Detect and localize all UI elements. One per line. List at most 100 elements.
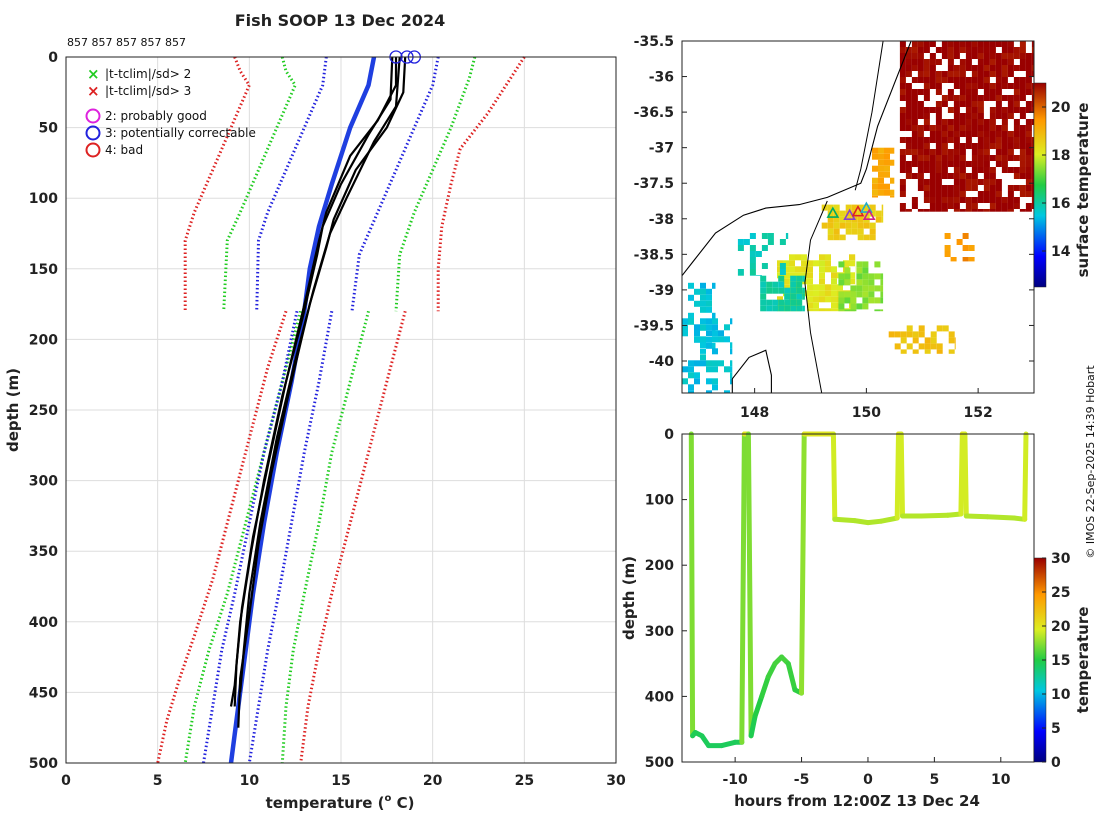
sst-pixel	[884, 189, 890, 196]
sst-pixel	[917, 59, 924, 65]
sst-pixel	[784, 305, 791, 312]
sst-pixel	[923, 59, 930, 65]
timeseries-x-tick: 10	[991, 772, 1011, 788]
sst-pixel	[1025, 83, 1032, 89]
sst-pixel	[971, 89, 978, 95]
sst-pixel	[971, 53, 978, 59]
map-y-tick: -36.5	[634, 105, 674, 121]
sst-pixel	[971, 77, 978, 83]
sst-pixel	[965, 143, 972, 149]
sst-pixel	[694, 288, 700, 295]
sst-pixel	[1001, 161, 1008, 167]
sst-pixel	[849, 254, 855, 261]
sst-pixel	[807, 308, 813, 312]
sst-pixel	[755, 275, 762, 276]
sst-pixel	[929, 149, 936, 155]
sst-pixel	[767, 233, 774, 239]
map-x-tick: 150	[852, 405, 881, 421]
sst-pixel	[983, 83, 990, 89]
sst-pixel	[1025, 59, 1032, 65]
sst-pixel	[959, 173, 966, 179]
sst-pixel	[959, 65, 966, 71]
sst-pixel	[694, 378, 700, 385]
sst-pixel	[971, 185, 978, 191]
sst-pixel	[724, 366, 730, 373]
map-y-tick: -39.5	[634, 318, 674, 334]
ship-track-marker	[826, 206, 840, 218]
sst-pixel	[845, 204, 852, 211]
sst-pixel	[1001, 77, 1008, 83]
sst-pixel	[1001, 71, 1008, 77]
copyright-annotation: © IMOS 22-Sep-2025 14:39 Hobart	[1084, 365, 1097, 559]
sst-pixel	[874, 261, 881, 268]
profile-x-tick: 25	[515, 773, 534, 789]
sst-pixel	[785, 233, 789, 239]
sst-pixel	[783, 260, 789, 267]
sst-pixel	[947, 89, 954, 95]
sst-pixel	[959, 95, 966, 101]
sst-pixel	[905, 71, 912, 77]
sst-pixel	[1031, 179, 1034, 185]
sst-pixel	[971, 71, 978, 77]
sst-pixel	[911, 101, 918, 107]
sst-pixel	[801, 272, 807, 279]
sst-pixel	[712, 366, 718, 373]
sst-pixel	[941, 77, 948, 83]
sst-pixel	[983, 95, 990, 101]
sst-pixel	[850, 285, 857, 292]
sst-pixel	[941, 161, 948, 167]
sst-pixel	[935, 59, 942, 65]
sst-pixel	[760, 275, 767, 282]
sst-pixel	[833, 204, 840, 211]
sst-pixel	[1013, 101, 1020, 107]
sst-pixel	[890, 147, 895, 154]
sst-pixel	[900, 349, 907, 354]
sst-pixel	[694, 336, 700, 343]
sst-pixel	[682, 324, 688, 331]
profile-line-clim-blue-right-shallow	[350, 56, 440, 312]
sst-pixel	[935, 77, 942, 83]
sst-pixel	[1001, 143, 1008, 149]
legend-label: 4: bad	[105, 143, 143, 157]
sst-pixel	[1031, 59, 1034, 65]
sst-pixel	[989, 59, 996, 65]
sst-pixel	[694, 330, 700, 337]
sst-pixel	[875, 216, 882, 223]
tow-depth-segment	[958, 431, 965, 517]
sst-pixel	[749, 257, 756, 263]
sst-pixel	[706, 330, 712, 337]
sst-pixel	[947, 95, 954, 101]
ship-track-marker	[851, 205, 865, 217]
sst-pixel	[935, 179, 942, 185]
sst-pixel	[1007, 203, 1014, 209]
sst-pixel	[983, 53, 990, 59]
profile-y-tick: 450	[29, 685, 58, 701]
sst-pixel	[706, 294, 712, 301]
sst-pixel	[779, 269, 786, 275]
map-y-tick: -35.5	[634, 34, 674, 50]
sst-pixel	[1025, 167, 1032, 173]
sst-pixel	[971, 179, 978, 185]
profile-line-clim-green-right-deep	[280, 310, 370, 764]
sst-pixel	[995, 71, 1002, 77]
sst-pixel	[911, 53, 918, 59]
sst-pixel	[924, 349, 931, 354]
profile-line-clim-blue-left-shallow	[255, 56, 328, 312]
sst-pixel	[878, 189, 884, 196]
timeseries-y-tick: 400	[645, 689, 674, 705]
sst-pixel	[935, 161, 942, 167]
sst-pixel	[1013, 83, 1020, 89]
sst-pixel	[1031, 173, 1034, 179]
sst-pixel	[1025, 209, 1032, 212]
sst-pixel	[772, 281, 779, 288]
sst-pixel	[965, 107, 972, 113]
sst-pixel	[1025, 101, 1032, 107]
sst-pixel	[899, 89, 906, 95]
sst-pixel	[807, 272, 813, 279]
sst-pixel	[954, 343, 956, 350]
sst-pixel	[995, 125, 1002, 131]
sst-pixel	[890, 159, 895, 166]
sst-pixel	[930, 331, 937, 338]
sst-pixel	[1019, 185, 1026, 191]
sst-pixel	[941, 41, 948, 47]
